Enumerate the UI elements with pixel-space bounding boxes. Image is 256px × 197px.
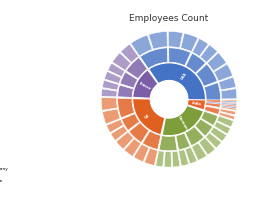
- Wedge shape: [185, 126, 204, 146]
- Wedge shape: [168, 32, 183, 48]
- Wedge shape: [192, 143, 207, 160]
- Wedge shape: [126, 58, 147, 79]
- Wedge shape: [214, 122, 230, 134]
- Text: Employees Count: Employees Count: [130, 14, 209, 23]
- Wedge shape: [122, 114, 140, 130]
- Wedge shape: [185, 147, 197, 164]
- Wedge shape: [133, 99, 165, 135]
- Wedge shape: [200, 45, 217, 62]
- Text: India: India: [191, 101, 201, 106]
- Wedge shape: [108, 63, 125, 77]
- Wedge shape: [217, 116, 233, 127]
- Wedge shape: [186, 53, 206, 73]
- Wedge shape: [102, 80, 119, 90]
- Text: France: France: [138, 81, 152, 91]
- Wedge shape: [206, 103, 220, 107]
- Wedge shape: [102, 109, 120, 124]
- Wedge shape: [220, 109, 236, 115]
- Wedge shape: [176, 133, 190, 150]
- Wedge shape: [214, 64, 233, 81]
- Wedge shape: [101, 98, 117, 110]
- Wedge shape: [104, 72, 121, 84]
- Wedge shape: [172, 151, 180, 167]
- Wedge shape: [205, 106, 220, 114]
- Wedge shape: [221, 102, 237, 104]
- Wedge shape: [120, 72, 138, 88]
- Wedge shape: [187, 100, 206, 110]
- Wedge shape: [221, 106, 236, 110]
- Wedge shape: [112, 53, 131, 70]
- Wedge shape: [149, 32, 167, 49]
- Wedge shape: [206, 100, 221, 103]
- Text: UK: UK: [144, 113, 151, 120]
- Wedge shape: [144, 148, 158, 165]
- Wedge shape: [106, 119, 123, 133]
- Wedge shape: [221, 89, 237, 99]
- Wedge shape: [181, 33, 198, 52]
- Wedge shape: [169, 48, 191, 66]
- Wedge shape: [162, 105, 204, 136]
- Wedge shape: [219, 77, 236, 90]
- Wedge shape: [121, 44, 138, 62]
- Wedge shape: [133, 70, 158, 98]
- Wedge shape: [140, 48, 168, 69]
- Wedge shape: [134, 144, 149, 162]
- Wedge shape: [221, 100, 237, 101]
- Wedge shape: [219, 112, 235, 120]
- Wedge shape: [149, 63, 206, 105]
- Wedge shape: [124, 139, 141, 156]
- Wedge shape: [210, 127, 227, 141]
- Wedge shape: [196, 64, 217, 86]
- Wedge shape: [116, 132, 134, 149]
- Wedge shape: [159, 136, 177, 151]
- Wedge shape: [156, 151, 164, 167]
- Wedge shape: [193, 38, 208, 56]
- Wedge shape: [118, 85, 133, 98]
- Wedge shape: [131, 35, 152, 56]
- Wedge shape: [129, 123, 149, 143]
- Wedge shape: [207, 53, 226, 71]
- Wedge shape: [195, 119, 213, 136]
- Wedge shape: [206, 133, 221, 148]
- Wedge shape: [101, 89, 117, 97]
- Circle shape: [151, 81, 187, 117]
- Wedge shape: [111, 126, 127, 140]
- Wedge shape: [179, 150, 189, 166]
- Wedge shape: [142, 131, 161, 150]
- Wedge shape: [164, 152, 172, 167]
- Wedge shape: [221, 100, 237, 110]
- Wedge shape: [201, 111, 218, 125]
- Text: Germany: Germany: [177, 115, 189, 132]
- Text: USA: USA: [180, 72, 188, 80]
- Wedge shape: [118, 98, 135, 118]
- Wedge shape: [204, 83, 221, 108]
- Wedge shape: [221, 104, 237, 107]
- Wedge shape: [199, 138, 215, 155]
- Legend: USA, India, Germany, UK, France: USA, India, Germany, UK, France: [0, 156, 8, 183]
